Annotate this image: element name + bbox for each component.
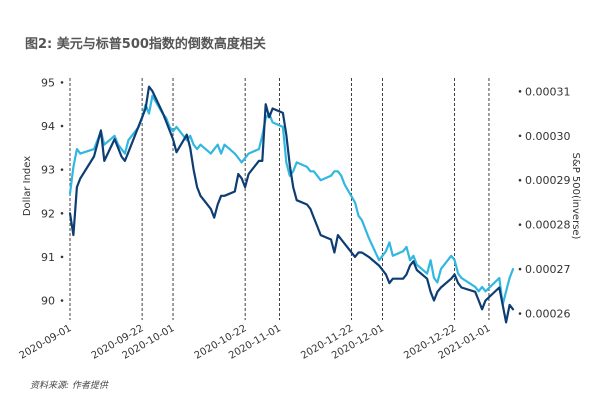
left-tick-dot xyxy=(60,168,64,171)
left-tick-dot xyxy=(60,124,64,128)
left-tick-label: 93 xyxy=(41,164,55,177)
right-tick-label: 0.00027 xyxy=(525,263,571,276)
series-layer xyxy=(68,85,515,324)
left-tick-label: 95 xyxy=(41,76,55,89)
left-tick-label: 92 xyxy=(41,207,55,220)
left-y-axis: 90 91 92 93 94 95 xyxy=(41,76,64,308)
left-tick-dot xyxy=(60,299,64,302)
right-tick-label: 0.00029 xyxy=(525,174,571,187)
series-sp500-inverse-line xyxy=(68,94,515,306)
right-y-axis: 0.00026 0.00027 0.00028 0.00029 0.00030 0.000… xyxy=(518,85,571,321)
right-tick-label: 0.00030 xyxy=(525,130,571,143)
right-axis-label: S&P 500(inverse) xyxy=(570,153,581,240)
right-tick-dot xyxy=(518,90,522,93)
left-axis-label: Dollar Index xyxy=(22,156,33,216)
right-tick-label: 0.00028 xyxy=(525,219,571,232)
left-tick-dot xyxy=(60,255,64,259)
right-tick-dot xyxy=(518,134,522,138)
right-tick-dot xyxy=(518,312,522,315)
left-tick-label: 91 xyxy=(41,251,55,264)
left-tick-label: 90 xyxy=(41,295,55,308)
vertical-guides xyxy=(69,78,490,320)
source-note: 资料来源: 作者提供 xyxy=(30,381,108,391)
x-tick-label: 2020-09-01 xyxy=(18,323,74,362)
series-dollar-index-line xyxy=(68,85,515,324)
left-tick-label: 94 xyxy=(41,120,55,133)
right-tick-dot xyxy=(518,223,522,226)
left-tick-dot xyxy=(60,81,64,84)
right-tick-dot xyxy=(518,267,522,271)
right-tick-label: 0.00031 xyxy=(525,85,571,98)
right-tick-dot xyxy=(518,178,522,182)
left-tick-dot xyxy=(60,211,64,215)
chart-title: 图2: 美元与标普500指数的倒数高度相关 xyxy=(25,37,266,52)
right-tick-label: 0.00026 xyxy=(525,308,571,321)
